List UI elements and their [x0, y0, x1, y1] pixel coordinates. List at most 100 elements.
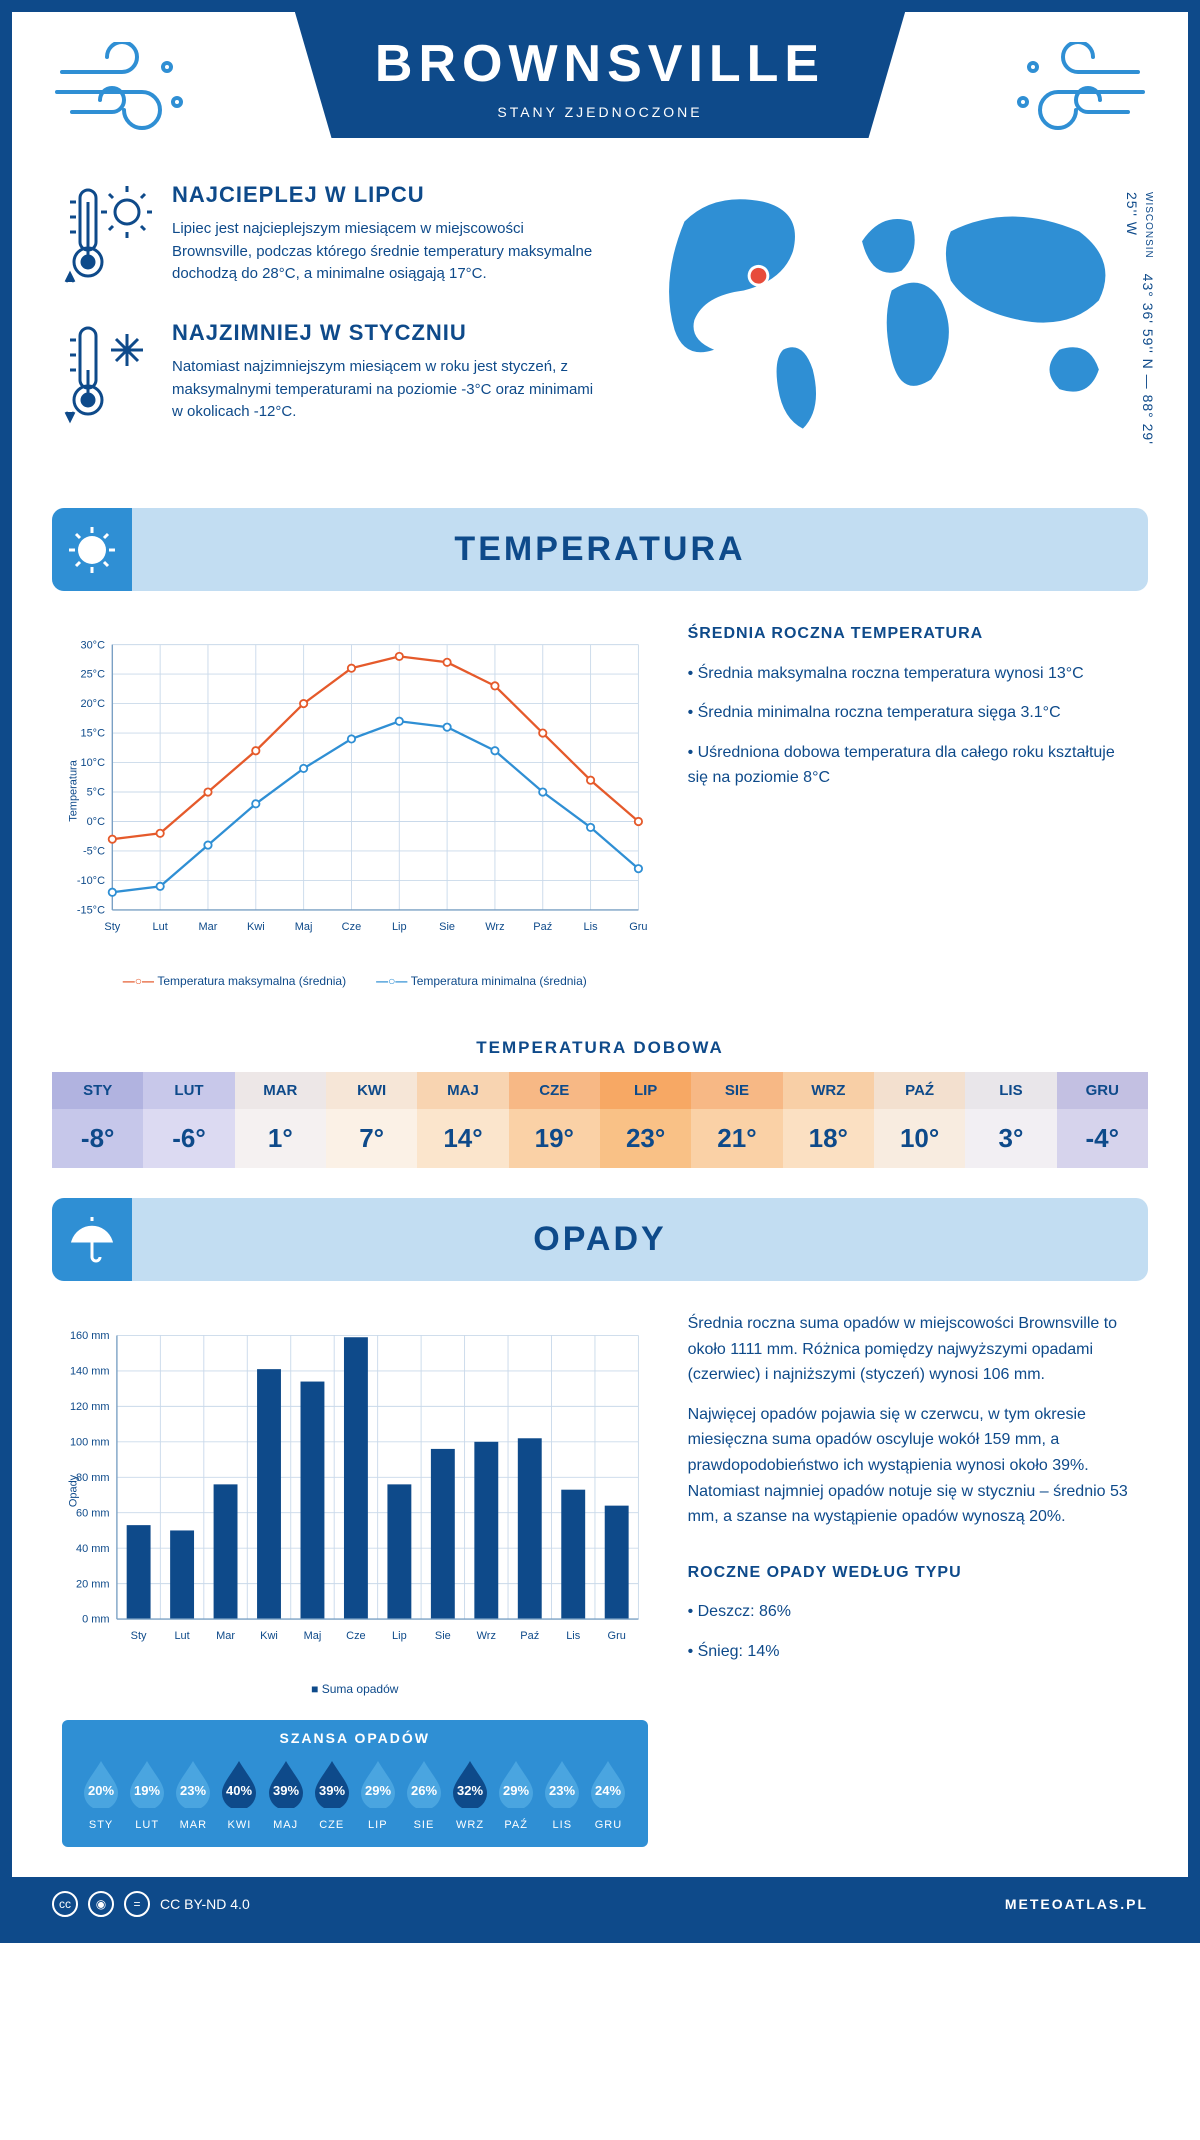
daily-cell: CZE19°: [509, 1072, 600, 1168]
svg-text:Lis: Lis: [584, 921, 599, 933]
svg-text:Cze: Cze: [342, 921, 362, 933]
chance-drop: 23%LIS: [539, 1758, 585, 1831]
cc-icon: cc: [52, 1891, 78, 1917]
daily-cell: MAJ14°: [417, 1072, 508, 1168]
svg-text:160 mm: 160 mm: [70, 1330, 110, 1342]
precipitation-section-header: OPADY: [52, 1198, 1148, 1281]
svg-text:10°C: 10°C: [80, 757, 105, 769]
svg-text:20 mm: 20 mm: [76, 1578, 110, 1590]
svg-text:Kwi: Kwi: [247, 921, 265, 933]
daily-cell: KWI7°: [326, 1072, 417, 1168]
wind-icon: [52, 42, 192, 142]
svg-text:23%: 23%: [549, 1783, 575, 1798]
chance-drop: 39%CZE: [309, 1758, 355, 1831]
chance-drop: 39%MAJ: [263, 1758, 309, 1831]
nd-icon: =: [124, 1891, 150, 1917]
hottest-fact: NAJCIEPLEJ W LIPCU Lipiec jest najcieple…: [62, 182, 605, 292]
svg-text:Mar: Mar: [199, 921, 218, 933]
svg-text:Gru: Gru: [608, 1630, 626, 1642]
svg-text:140 mm: 140 mm: [70, 1366, 110, 1378]
daily-temperature-table: STY-8°LUT-6°MAR1°KWI7°MAJ14°CZE19°LIP23°…: [52, 1072, 1148, 1168]
sun-icon: [67, 525, 117, 575]
svg-text:Sie: Sie: [435, 1630, 451, 1642]
precip-chance-box: SZANSA OPADÓW 20%STY19%LUT23%MAR40%KWI39…: [62, 1720, 648, 1847]
daily-cell: LIS3°: [965, 1072, 1056, 1168]
daily-cell: LUT-6°: [143, 1072, 234, 1168]
svg-text:20%: 20%: [88, 1783, 114, 1798]
hot-title: NAJCIEPLEJ W LIPCU: [172, 182, 605, 208]
chance-drop: 19%LUT: [124, 1758, 170, 1831]
svg-text:Lip: Lip: [392, 921, 407, 933]
temp-chart-legend: Temperatura maksymalna (średnia) Tempera…: [62, 974, 648, 988]
svg-text:120 mm: 120 mm: [70, 1401, 110, 1413]
svg-text:Lut: Lut: [153, 921, 168, 933]
chance-drop: 20%STY: [78, 1758, 124, 1831]
svg-text:40 mm: 40 mm: [76, 1543, 110, 1555]
svg-text:26%: 26%: [411, 1783, 437, 1798]
thermometer-snow-icon: [62, 320, 152, 430]
temperature-line-chart: -15°C-10°C-5°C0°C5°C10°C15°C20°C25°C30°C…: [62, 621, 648, 961]
svg-text:Sie: Sie: [439, 921, 455, 933]
svg-text:25°C: 25°C: [80, 669, 105, 681]
header: BROWNSVILLE STANY ZJEDNOCZONE: [12, 12, 1188, 162]
footer: cc ◉ = CC BY-ND 4.0 METEOATLAS.PL: [12, 1877, 1188, 1931]
svg-text:20°C: 20°C: [80, 698, 105, 710]
chance-drop: 26%SIE: [401, 1758, 447, 1831]
svg-text:Wrz: Wrz: [485, 921, 504, 933]
svg-text:Opady: Opady: [68, 1474, 80, 1507]
svg-text:Paź: Paź: [520, 1630, 539, 1642]
svg-text:24%: 24%: [595, 1783, 621, 1798]
daily-cell: STY-8°: [52, 1072, 143, 1168]
svg-text:Wrz: Wrz: [477, 1630, 496, 1642]
svg-text:Mar: Mar: [216, 1630, 235, 1642]
svg-text:19%: 19%: [134, 1783, 160, 1798]
svg-text:Kwi: Kwi: [260, 1630, 278, 1642]
svg-text:Paź: Paź: [533, 921, 552, 933]
precipitation-title: OPADY: [52, 1220, 1148, 1259]
intro-section: NAJCIEPLEJ W LIPCU Lipiec jest najcieple…: [12, 162, 1188, 488]
svg-text:Gru: Gru: [629, 921, 647, 933]
daily-cell: PAŹ10°: [874, 1072, 965, 1168]
coldest-fact: NAJZIMNIEJ W STYCZNIU Natomiast najzimni…: [62, 320, 605, 430]
svg-text:Cze: Cze: [346, 1630, 366, 1642]
svg-text:30°C: 30°C: [80, 639, 105, 651]
wind-icon: [1008, 42, 1148, 142]
precipitation-bar-chart: 0 mm20 mm40 mm60 mm80 mm100 mm120 mm140 …: [62, 1311, 648, 1671]
coordinates: WISCONSIN 43° 36' 59'' N — 88° 29' 25'' …: [1124, 192, 1156, 458]
svg-text:60 mm: 60 mm: [76, 1507, 110, 1519]
chance-drop: 29%PAŹ: [493, 1758, 539, 1831]
thermometer-sun-icon: [62, 182, 152, 292]
country-subtitle: STANY ZJEDNOCZONE: [375, 104, 825, 120]
site-name: METEOATLAS.PL: [1005, 1896, 1148, 1912]
hot-text: Lipiec jest najcieplejszym miesiącem w m…: [172, 218, 605, 286]
daily-cell: SIE21°: [691, 1072, 782, 1168]
precipitation-summary: Średnia roczna suma opadów w miejscowośc…: [688, 1311, 1138, 1847]
svg-text:32%: 32%: [457, 1783, 483, 1798]
svg-text:-5°C: -5°C: [83, 846, 105, 858]
daily-temp-title: TEMPERATURA DOBOWA: [12, 1038, 1188, 1058]
cold-text: Natomiast najzimniejszym miesiącem w rok…: [172, 356, 605, 424]
svg-text:39%: 39%: [273, 1783, 299, 1798]
svg-text:Lis: Lis: [566, 1630, 581, 1642]
by-icon: ◉: [88, 1891, 114, 1917]
svg-text:Sty: Sty: [131, 1630, 147, 1642]
svg-text:Maj: Maj: [304, 1630, 322, 1642]
temperature-title: TEMPERATURA: [52, 530, 1148, 569]
chance-drop: 32%WRZ: [447, 1758, 493, 1831]
umbrella-icon: [67, 1215, 117, 1265]
chance-drop: 40%KWI: [216, 1758, 262, 1831]
svg-text:29%: 29%: [503, 1783, 529, 1798]
daily-cell: GRU-4°: [1057, 1072, 1148, 1168]
chance-drop: 23%MAR: [170, 1758, 216, 1831]
svg-text:15°C: 15°C: [80, 728, 105, 740]
svg-text:80 mm: 80 mm: [76, 1472, 110, 1484]
svg-text:29%: 29%: [365, 1783, 391, 1798]
daily-cell: MAR1°: [235, 1072, 326, 1168]
svg-text:40%: 40%: [226, 1783, 252, 1798]
daily-cell: WRZ18°: [783, 1072, 874, 1168]
svg-text:Temperatura: Temperatura: [68, 759, 80, 821]
svg-text:Maj: Maj: [295, 921, 313, 933]
svg-text:-10°C: -10°C: [77, 875, 105, 887]
svg-text:0°C: 0°C: [87, 816, 105, 828]
city-title: BROWNSVILLE: [375, 34, 825, 94]
